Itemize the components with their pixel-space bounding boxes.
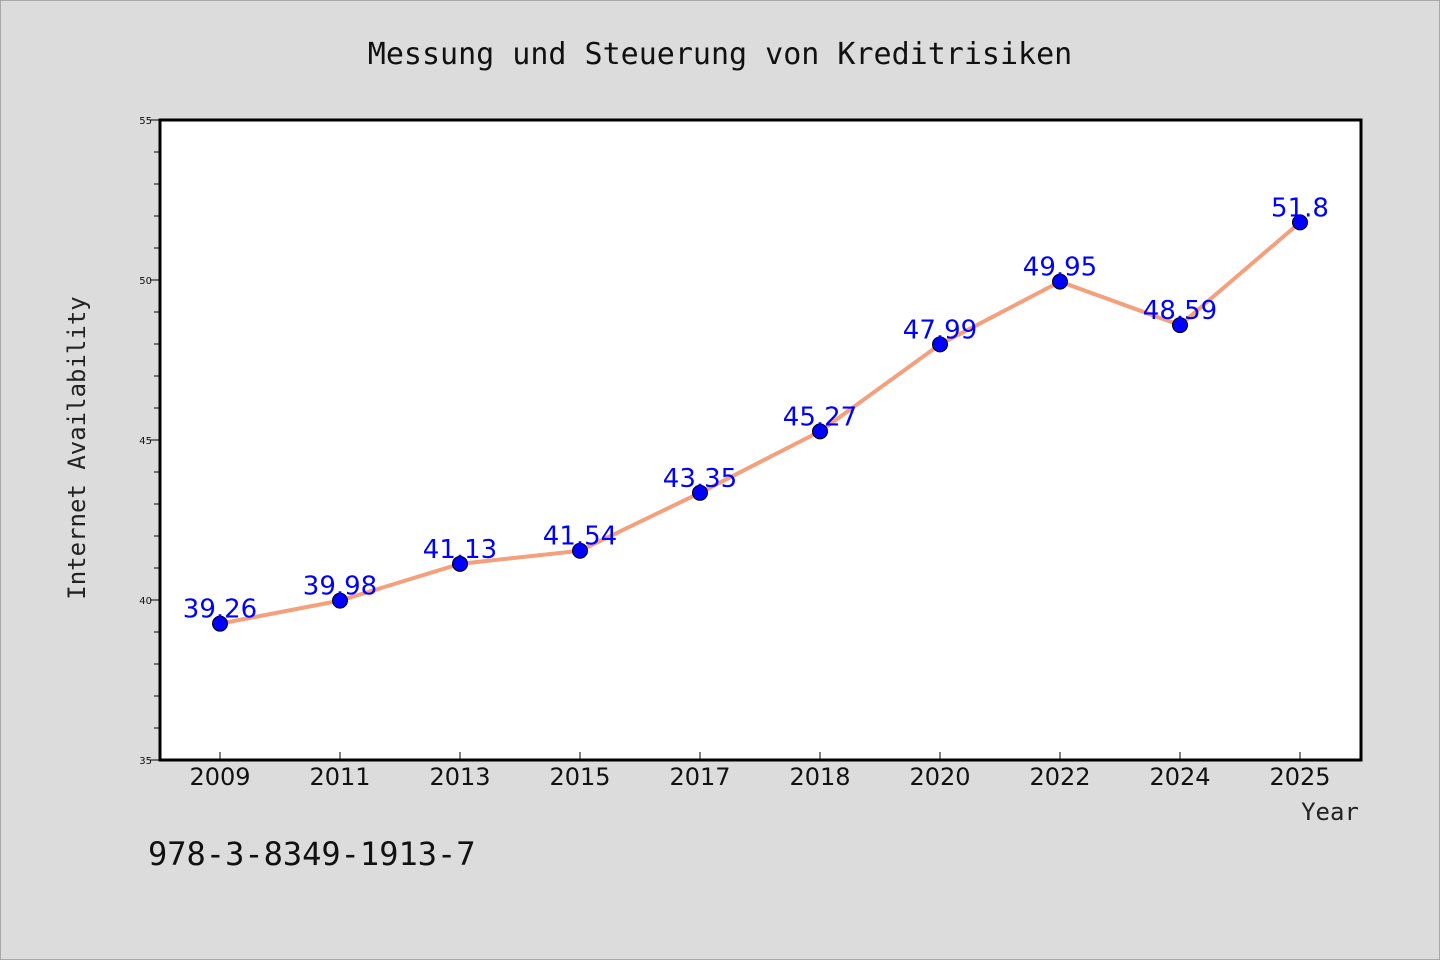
data-label: 47.99 [903,315,977,345]
data-label: 39.98 [303,572,377,602]
data-point [212,615,228,632]
y-axis: 35 40 45 50 55 [139,116,160,767]
series [212,214,1308,632]
x-tick-label: 2009 [189,763,250,791]
data-label: 43.35 [663,464,737,494]
y-tick-label: 55 [139,116,152,127]
chart-title: Messung und Steuerung von Kreditrisiken [368,37,1072,72]
data-label: 39.26 [183,595,257,625]
y-axis-label: Internet Availability [63,296,91,599]
data-label: 41.13 [423,535,497,565]
data-label: 49.95 [1023,253,1097,283]
data-point [1052,273,1068,290]
data-point [1172,317,1188,334]
x-tick-label: 2024 [1149,763,1210,791]
data-label: 48.59 [1143,296,1217,326]
y-tick-label: 35 [139,756,152,767]
y-tick-label: 50 [139,276,152,287]
x-axis: 2009 2011 2013 2015 2017 2018 2020 2022 2024 2025 [189,752,1331,791]
data-point [332,592,348,609]
x-tick-label: 2017 [669,763,730,791]
x-tick-label: 2015 [549,763,610,791]
plot-area [158,118,1363,762]
data-point [812,423,828,440]
data-label: 45.27 [783,402,857,432]
x-tick-label: 2013 [429,763,490,791]
x-tick-label: 2025 [1269,763,1330,791]
data-point [572,542,588,559]
x-axis-label: Year [1301,798,1359,826]
isbn-footnote: 978-3-8349-1913-7 [148,835,476,873]
data-point [932,336,948,353]
data-label: 41.54 [543,522,617,552]
x-tick-label: 2011 [309,763,370,791]
data-point [452,555,468,572]
series-line [219,220,1302,626]
y-tick-label: 45 [139,436,152,447]
y-tick-label: 40 [139,596,152,607]
x-tick-label: 2018 [789,763,850,791]
x-tick-label: 2022 [1029,763,1090,791]
data-label: 51.8 [1271,193,1329,223]
x-tick-label: 2020 [909,763,970,791]
data-labels: 39.26 39.98 41.13 41.54 43.35 45.27 47.99 49.95… [183,193,1329,624]
data-point [692,484,708,501]
data-point [1292,214,1308,231]
